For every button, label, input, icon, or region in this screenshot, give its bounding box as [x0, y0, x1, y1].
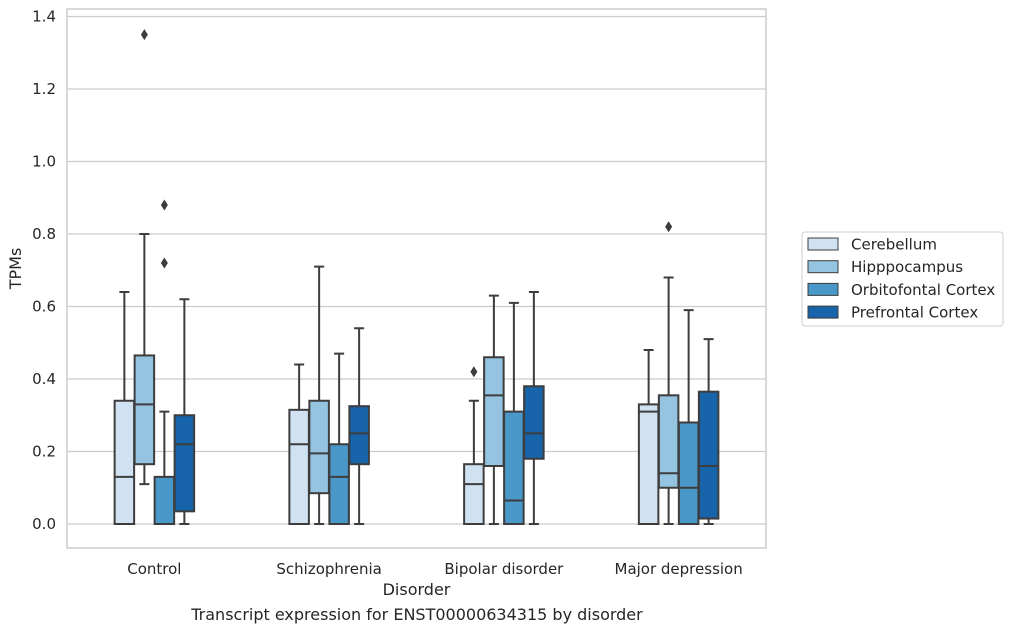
- legend-swatch: [807, 305, 839, 319]
- box-2-1: [328, 352, 350, 525]
- box-0-2: [463, 366, 485, 525]
- box-2-0: [153, 199, 176, 525]
- box-3-3: [697, 338, 720, 525]
- boxes: [113, 29, 720, 525]
- legend: Cerebellum Hipppocampus Orbitofontal Corte…: [801, 231, 1004, 327]
- legend-frame: [801, 231, 1004, 327]
- outlier-point: [160, 257, 168, 269]
- legend-label: Prefrontal Cortex: [851, 304, 978, 322]
- outlier-point: [665, 221, 673, 233]
- chart-caption: Transcript expression for ENST0000063431…: [191, 605, 643, 624]
- y-axis-label: TPMs: [6, 248, 25, 291]
- box-2-3: [677, 309, 700, 525]
- box-body: [637, 403, 660, 525]
- box-body: [697, 390, 720, 520]
- outlier-point: [470, 366, 478, 378]
- box-1-3: [657, 221, 680, 525]
- box-1-2: [483, 294, 505, 525]
- legend-swatch: [807, 282, 839, 296]
- box-body: [328, 443, 350, 525]
- y-tick-label: 0.0: [32, 515, 56, 533]
- box-0-0: [113, 291, 136, 525]
- box-body: [153, 475, 176, 525]
- box-0-3: [637, 349, 660, 525]
- box-1-0: [133, 29, 156, 486]
- x-axis-label: Disorder: [383, 580, 451, 599]
- x-tick-label: Major depression: [615, 560, 743, 578]
- box-body: [308, 399, 330, 495]
- box-3-2: [523, 291, 545, 525]
- x-tick-label: Schizophrenia: [276, 560, 381, 578]
- outlier-point: [160, 199, 168, 211]
- box-2-2: [503, 301, 525, 525]
- box-body: [523, 385, 545, 460]
- legend-label: Cerebellum: [851, 236, 937, 254]
- y-tick-label: 0.2: [32, 443, 56, 461]
- y-tick-labels: 0.0 0.2 0.4 0.6 0.8 1.0 1.2 1.4: [32, 8, 56, 534]
- outlier-point: [140, 29, 148, 41]
- y-tick-label: 0.4: [32, 370, 56, 388]
- x-tick-labels: Control Schizophrenia Bipolar disorder Majo…: [127, 560, 742, 578]
- y-tick-label: 1.4: [32, 8, 56, 26]
- box-0-1: [288, 363, 310, 525]
- box-3-1: [348, 327, 370, 525]
- legend-label: Hipppocampus: [851, 258, 963, 276]
- legend-label: Orbitofontal Cortex: [851, 281, 995, 299]
- box-body: [288, 408, 310, 525]
- box-body: [133, 354, 156, 466]
- legend-swatch: [807, 260, 839, 274]
- box-body: [677, 421, 700, 525]
- box-body: [173, 414, 196, 513]
- y-tick-label: 0.8: [32, 225, 56, 243]
- box-body: [113, 399, 136, 525]
- box-body: [348, 405, 370, 466]
- x-tick-label: Control: [127, 560, 181, 578]
- y-tick-label: 1.2: [32, 80, 56, 98]
- x-tick-label: Bipolar disorder: [444, 560, 564, 578]
- box-body: [483, 356, 505, 467]
- y-tick-label: 1.0: [32, 153, 56, 171]
- y-tick-label: 0.6: [32, 298, 56, 316]
- box-3-0: [173, 298, 196, 525]
- box-body: [463, 463, 485, 525]
- legend-swatch: [807, 237, 839, 251]
- box-1-1: [308, 265, 330, 525]
- plot-frame: [66, 8, 767, 549]
- box-body: [503, 410, 525, 525]
